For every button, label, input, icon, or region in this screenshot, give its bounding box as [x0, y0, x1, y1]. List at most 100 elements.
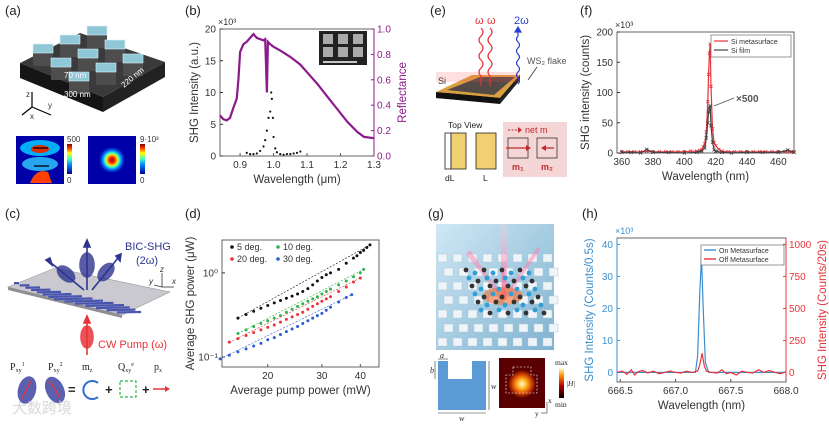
y-multiplier: ×10³: [615, 20, 633, 30]
atom: [508, 270, 514, 276]
atom: [499, 267, 505, 273]
pillar: [548, 295, 559, 305]
data-point: [272, 301, 276, 305]
atom: [490, 291, 496, 297]
data-point: [351, 280, 355, 284]
data-point: [351, 275, 355, 279]
y-tick-label: 40: [602, 240, 614, 251]
plate-resonator: [98, 299, 103, 302]
pillar-top: [86, 25, 108, 36]
legend-marker: [276, 257, 280, 261]
metasurface-plate: [7, 267, 171, 318]
fit-line: [229, 277, 361, 343]
axis-z-label: z: [26, 90, 30, 99]
y-tick-label: 100: [596, 88, 613, 99]
atom: [469, 283, 475, 289]
pillar: [533, 323, 544, 333]
data-marker: [709, 123, 713, 128]
data-point: [262, 145, 265, 148]
data-point: [259, 322, 263, 326]
data-point: [315, 314, 319, 318]
si-label: Si: [438, 76, 446, 86]
data-point: [311, 304, 315, 308]
y-tick-label: 10⁰: [203, 268, 218, 279]
plate-resonator: [104, 304, 110, 307]
data-point: [289, 152, 292, 156]
plate-resonator: [85, 304, 91, 307]
plus-sign-2: +: [142, 382, 150, 397]
y-axis-label: SHG Intensity (a.u.): [189, 42, 201, 143]
x-axis-label: Wavelength (nm): [662, 171, 749, 183]
plate-resonator: [114, 304, 120, 307]
data-point: [244, 347, 248, 351]
pillar-top: [59, 34, 81, 45]
y2-tick-label: 0.4: [377, 101, 391, 112]
ws2-flake-label: WS₂ flake: [527, 56, 567, 66]
x-axis-label: Wavelength (nm): [658, 400, 745, 412]
atom: [493, 299, 499, 305]
plate-resonator: [61, 293, 67, 296]
panel-label-d: (d): [185, 206, 201, 221]
plate-resonator: [78, 300, 84, 303]
series-20-deg-: [227, 276, 362, 344]
m2-label: m₂: [541, 162, 553, 172]
plate-resonator: [119, 304, 124, 307]
dimension-70nm: 70 nm: [64, 71, 87, 80]
atom: [490, 270, 496, 276]
plot-frame: [221, 239, 380, 368]
plate-resonator: [53, 298, 59, 301]
atom: [538, 302, 544, 308]
y2-axis-label: Reflectance: [397, 62, 409, 123]
plate-resonator: [48, 295, 54, 298]
plate-resonator: [56, 293, 62, 296]
pillar-base: [51, 66, 71, 80]
data-point: [259, 328, 263, 332]
data-point: [270, 91, 273, 94]
atom: [478, 286, 484, 292]
plate-resonator: [62, 295, 68, 298]
data-point: [252, 309, 256, 313]
pillar-base: [105, 48, 125, 62]
si-ws2-device: [436, 72, 520, 104]
panel-label-g: (g): [428, 206, 444, 221]
series-line: [621, 44, 794, 153]
chart-h: 666.5 667.0 667.5 668.0 0 10 20 30 40 0 250 500 750 1…: [584, 226, 829, 412]
y2-tick-label: 250: [789, 336, 806, 347]
axis-x-label: x: [30, 112, 34, 121]
y-tick-label: 0: [607, 368, 613, 379]
pillar: [467, 309, 478, 319]
data-point: [269, 110, 272, 113]
pillar-top: [32, 43, 54, 54]
panel-label-e: (e): [430, 3, 446, 18]
series-line: [621, 105, 795, 154]
y-tick-label: 10: [205, 88, 217, 99]
pillar: [542, 281, 553, 291]
data-point: [245, 151, 248, 154]
y-tick-label: 10⁻¹: [198, 352, 218, 363]
atom: [472, 291, 478, 297]
plate-resonator: [95, 304, 100, 307]
data-point: [344, 261, 348, 265]
data-point: [284, 296, 288, 300]
data-point: [275, 151, 279, 154]
data-point: [271, 116, 274, 119]
data-marker: [704, 135, 709, 140]
equals-sign: =: [68, 382, 76, 397]
dim-w-vertical-label: w: [491, 382, 497, 391]
unit-cell-shape: [434, 358, 490, 414]
data-point: [358, 271, 362, 275]
multipole-equation: Pxy1 Pxy2 mz Qxye px: [10, 362, 162, 374]
data-point: [320, 276, 324, 280]
inset-pillar: [323, 47, 333, 57]
atom: [463, 267, 469, 273]
watermark: 大数跨境: [12, 399, 72, 417]
pillar: [452, 281, 463, 291]
data-point: [295, 151, 299, 154]
plate-resonator: [119, 306, 125, 309]
pillar: [482, 253, 493, 263]
dimension-300nm: 300 nm: [64, 90, 91, 99]
x-tick-label: 460: [770, 157, 787, 168]
legend-label: Off Metasurface: [719, 257, 769, 264]
plate-resonator: [72, 295, 78, 298]
data-point: [290, 327, 294, 331]
